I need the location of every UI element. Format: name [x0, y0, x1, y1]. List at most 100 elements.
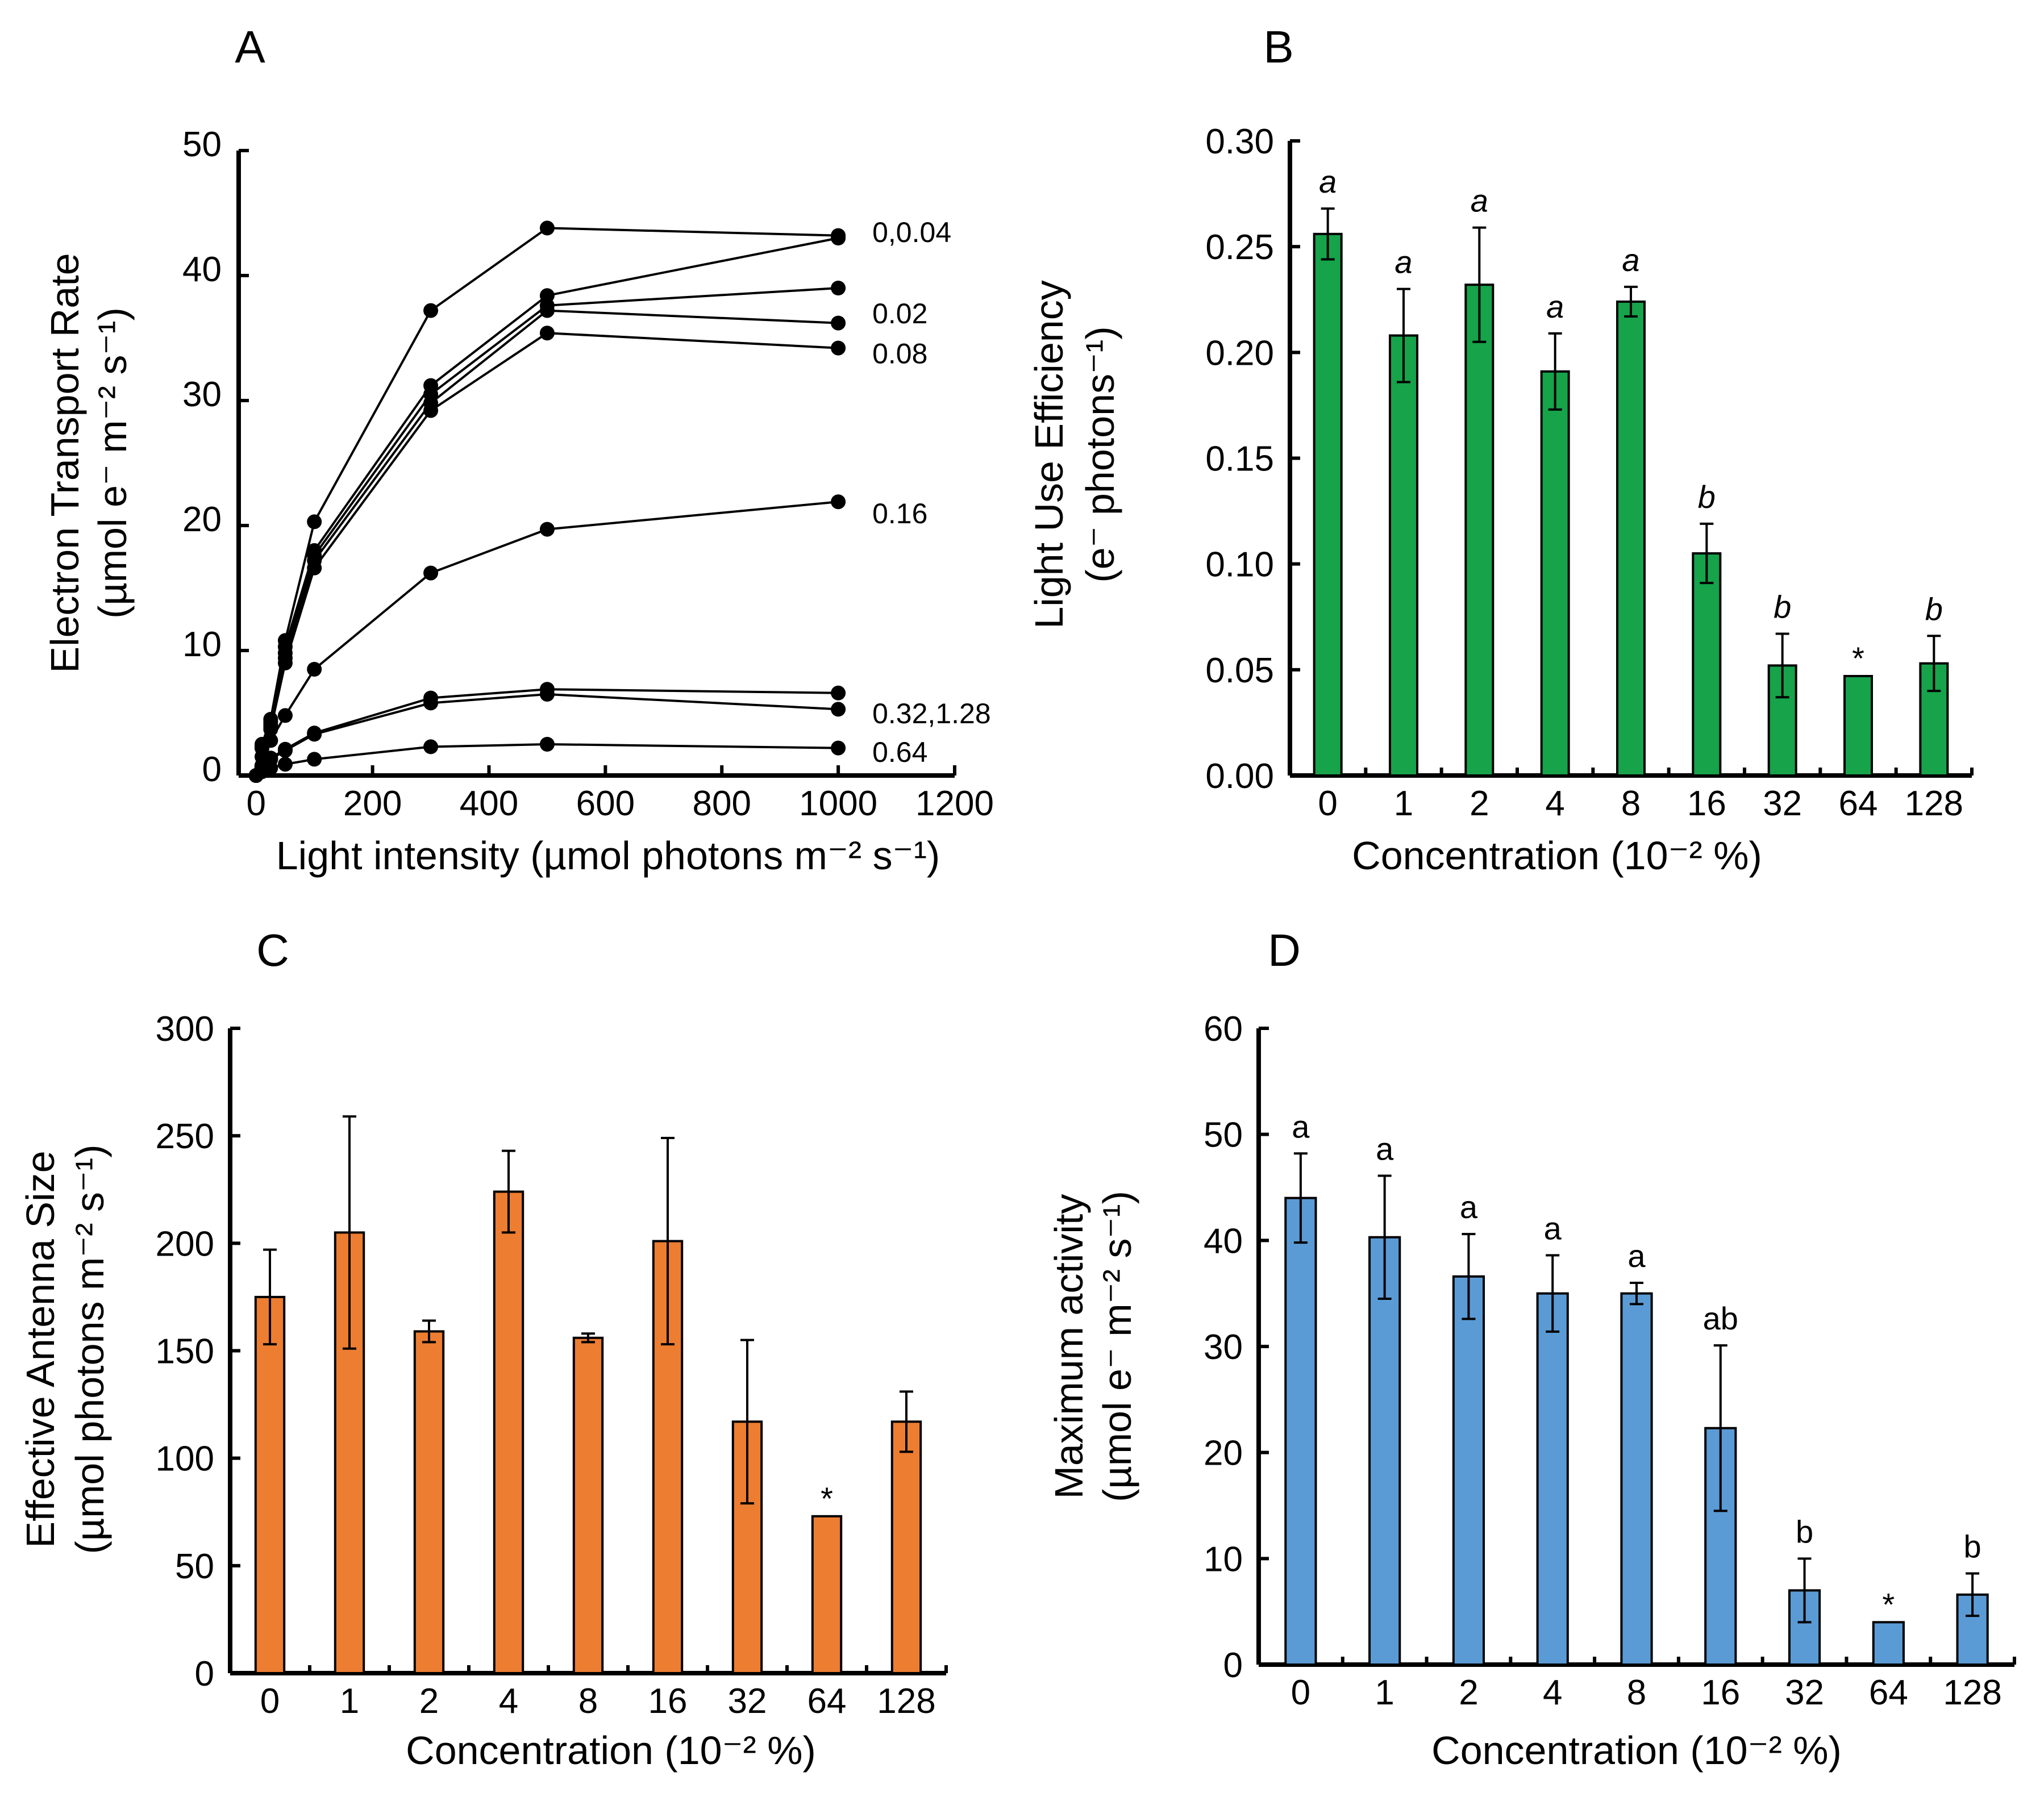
- x-tick-label: 1: [1394, 784, 1413, 823]
- x-tick-label: 16: [1687, 784, 1726, 823]
- bar-64: [811, 1515, 843, 1674]
- x-tick-label: 0: [246, 784, 265, 823]
- data-point: [277, 757, 293, 772]
- x-tick-label: 1: [1375, 1673, 1394, 1712]
- x-tick-label: 1: [340, 1682, 359, 1721]
- x-tick-label: 2: [419, 1682, 439, 1721]
- data-point: [831, 494, 846, 510]
- y-axis-label: Light Use Efficiency: [1027, 280, 1071, 628]
- y-tick-label: 250: [156, 1117, 214, 1156]
- x-tick-label: 32: [1763, 784, 1802, 823]
- y-tick-label: 0.15: [1205, 440, 1274, 479]
- bar-4: [1540, 370, 1570, 777]
- bar-0: [254, 1295, 286, 1675]
- y-tick-label: 0.00: [1205, 757, 1274, 796]
- y-tick-label: 50: [182, 125, 222, 164]
- significance-letter: a: [1546, 289, 1564, 324]
- data-point: [423, 739, 439, 754]
- panel-letter-b: B: [1263, 22, 1293, 72]
- bar-2: [1452, 1275, 1485, 1666]
- significance-letter: b: [1698, 479, 1716, 515]
- y-tick-label: 0: [1223, 1646, 1243, 1685]
- series-line-0-08b: [255, 332, 839, 776]
- significance-letter: a: [1460, 1189, 1478, 1225]
- significance-letter: a: [1319, 164, 1337, 199]
- bar-4: [1536, 1292, 1569, 1666]
- data-point: [263, 733, 278, 748]
- x-tick-label: 2: [1459, 1673, 1478, 1712]
- data-point: [277, 743, 293, 758]
- bar-1: [1368, 1236, 1401, 1666]
- x-tick-label: 128: [1905, 784, 1963, 823]
- panel-letter-d: D: [1268, 925, 1301, 975]
- panel-letter-a: A: [235, 22, 265, 72]
- y-axis-label: Effective Antenna Size: [18, 1150, 63, 1548]
- y-tick-label: 0.20: [1205, 333, 1274, 373]
- significance-letter: b: [1774, 589, 1791, 625]
- x-tick-label: 128: [1943, 1673, 2001, 1712]
- significance-star: *: [1882, 1586, 1895, 1622]
- y-tick-label: 150: [156, 1332, 214, 1371]
- data-point: [423, 303, 439, 318]
- y-tick-label: 30: [1204, 1328, 1243, 1367]
- x-tick-label: 128: [877, 1682, 935, 1721]
- panel-d: D 0 10 20 30 40 50 60 0 a 1 a 2 a 4 a 8 a 16 ab 32 b 64 * 128 b Ma…: [1047, 925, 2016, 1773]
- x-axis-label: Concentration (10⁻² %): [1431, 1728, 1842, 1773]
- x-tick-label: 8: [1627, 1673, 1646, 1712]
- y-tick-label: 0: [202, 750, 222, 789]
- x-tick-label: 64: [807, 1682, 847, 1721]
- y-tick-label: 0.30: [1205, 122, 1274, 161]
- data-point: [831, 231, 846, 245]
- y-tick-label: 20: [182, 500, 222, 539]
- bar-64: [1872, 1621, 1905, 1666]
- data-point: [831, 281, 846, 295]
- data-point: [307, 514, 322, 529]
- x-tick-label: 0: [1318, 784, 1337, 823]
- significance-letter: a: [1471, 183, 1488, 219]
- x-tick-label: 4: [499, 1682, 518, 1721]
- y-tick-label: 50: [1204, 1116, 1243, 1155]
- y-tick-label: 40: [1204, 1221, 1243, 1261]
- bar-128: [890, 1420, 922, 1675]
- data-point: [831, 315, 846, 331]
- bar-2: [1464, 283, 1495, 777]
- y-tick-label: 10: [182, 625, 222, 664]
- y-axis-units: (µmol e⁻ m⁻² s⁻¹): [1095, 1191, 1139, 1502]
- bar-16: [1692, 552, 1722, 777]
- line-label: 0.64: [872, 736, 927, 768]
- data-point: [423, 695, 439, 711]
- data-point: [539, 326, 555, 341]
- y-tick-label: 20: [1204, 1434, 1243, 1473]
- data-point: [831, 340, 846, 356]
- bar-2: [413, 1330, 445, 1674]
- data-point: [307, 662, 322, 677]
- y-axis-units: (µmol photons m⁻² s⁻¹): [68, 1144, 112, 1554]
- series-line-1-28: [255, 693, 839, 777]
- x-tick-label: 8: [1621, 784, 1641, 823]
- significance-letter: a: [1394, 244, 1412, 280]
- y-axis-label: Maximum activity: [1047, 1194, 1091, 1499]
- x-tick-label: 600: [576, 784, 635, 823]
- y-tick-label: 30: [182, 375, 222, 414]
- data-point: [307, 752, 322, 767]
- data-point: [423, 565, 439, 581]
- line-label: 0.32,1.28: [872, 698, 991, 729]
- bar-64: [1843, 675, 1873, 777]
- data-point: [539, 737, 555, 752]
- bar-0: [1313, 232, 1343, 777]
- y-tick-label: 0.05: [1205, 651, 1274, 690]
- x-tick-label: 800: [693, 784, 751, 823]
- panel-a: A 0 10 20 30 40 50 0 200 400 600 800 1000 1200 0,0.04 0…: [43, 22, 994, 878]
- y-tick-label: 10: [1204, 1540, 1243, 1579]
- data-point: [277, 708, 293, 723]
- y-axis-label: Electron Transport Rate: [43, 253, 87, 673]
- x-tick-label: 4: [1543, 1673, 1562, 1712]
- x-tick-label: 32: [1785, 1673, 1824, 1712]
- bar-8: [572, 1336, 604, 1675]
- significance-letter: a: [1376, 1131, 1394, 1166]
- panel-c: C 0 50 100 150 200 250 300 0 1 2 4 8 16 32 64 * 128 Effect…: [18, 925, 948, 1773]
- line-label: 0.02: [872, 298, 927, 330]
- significance-letter: b: [1964, 1528, 1981, 1564]
- bar-4: [493, 1190, 524, 1675]
